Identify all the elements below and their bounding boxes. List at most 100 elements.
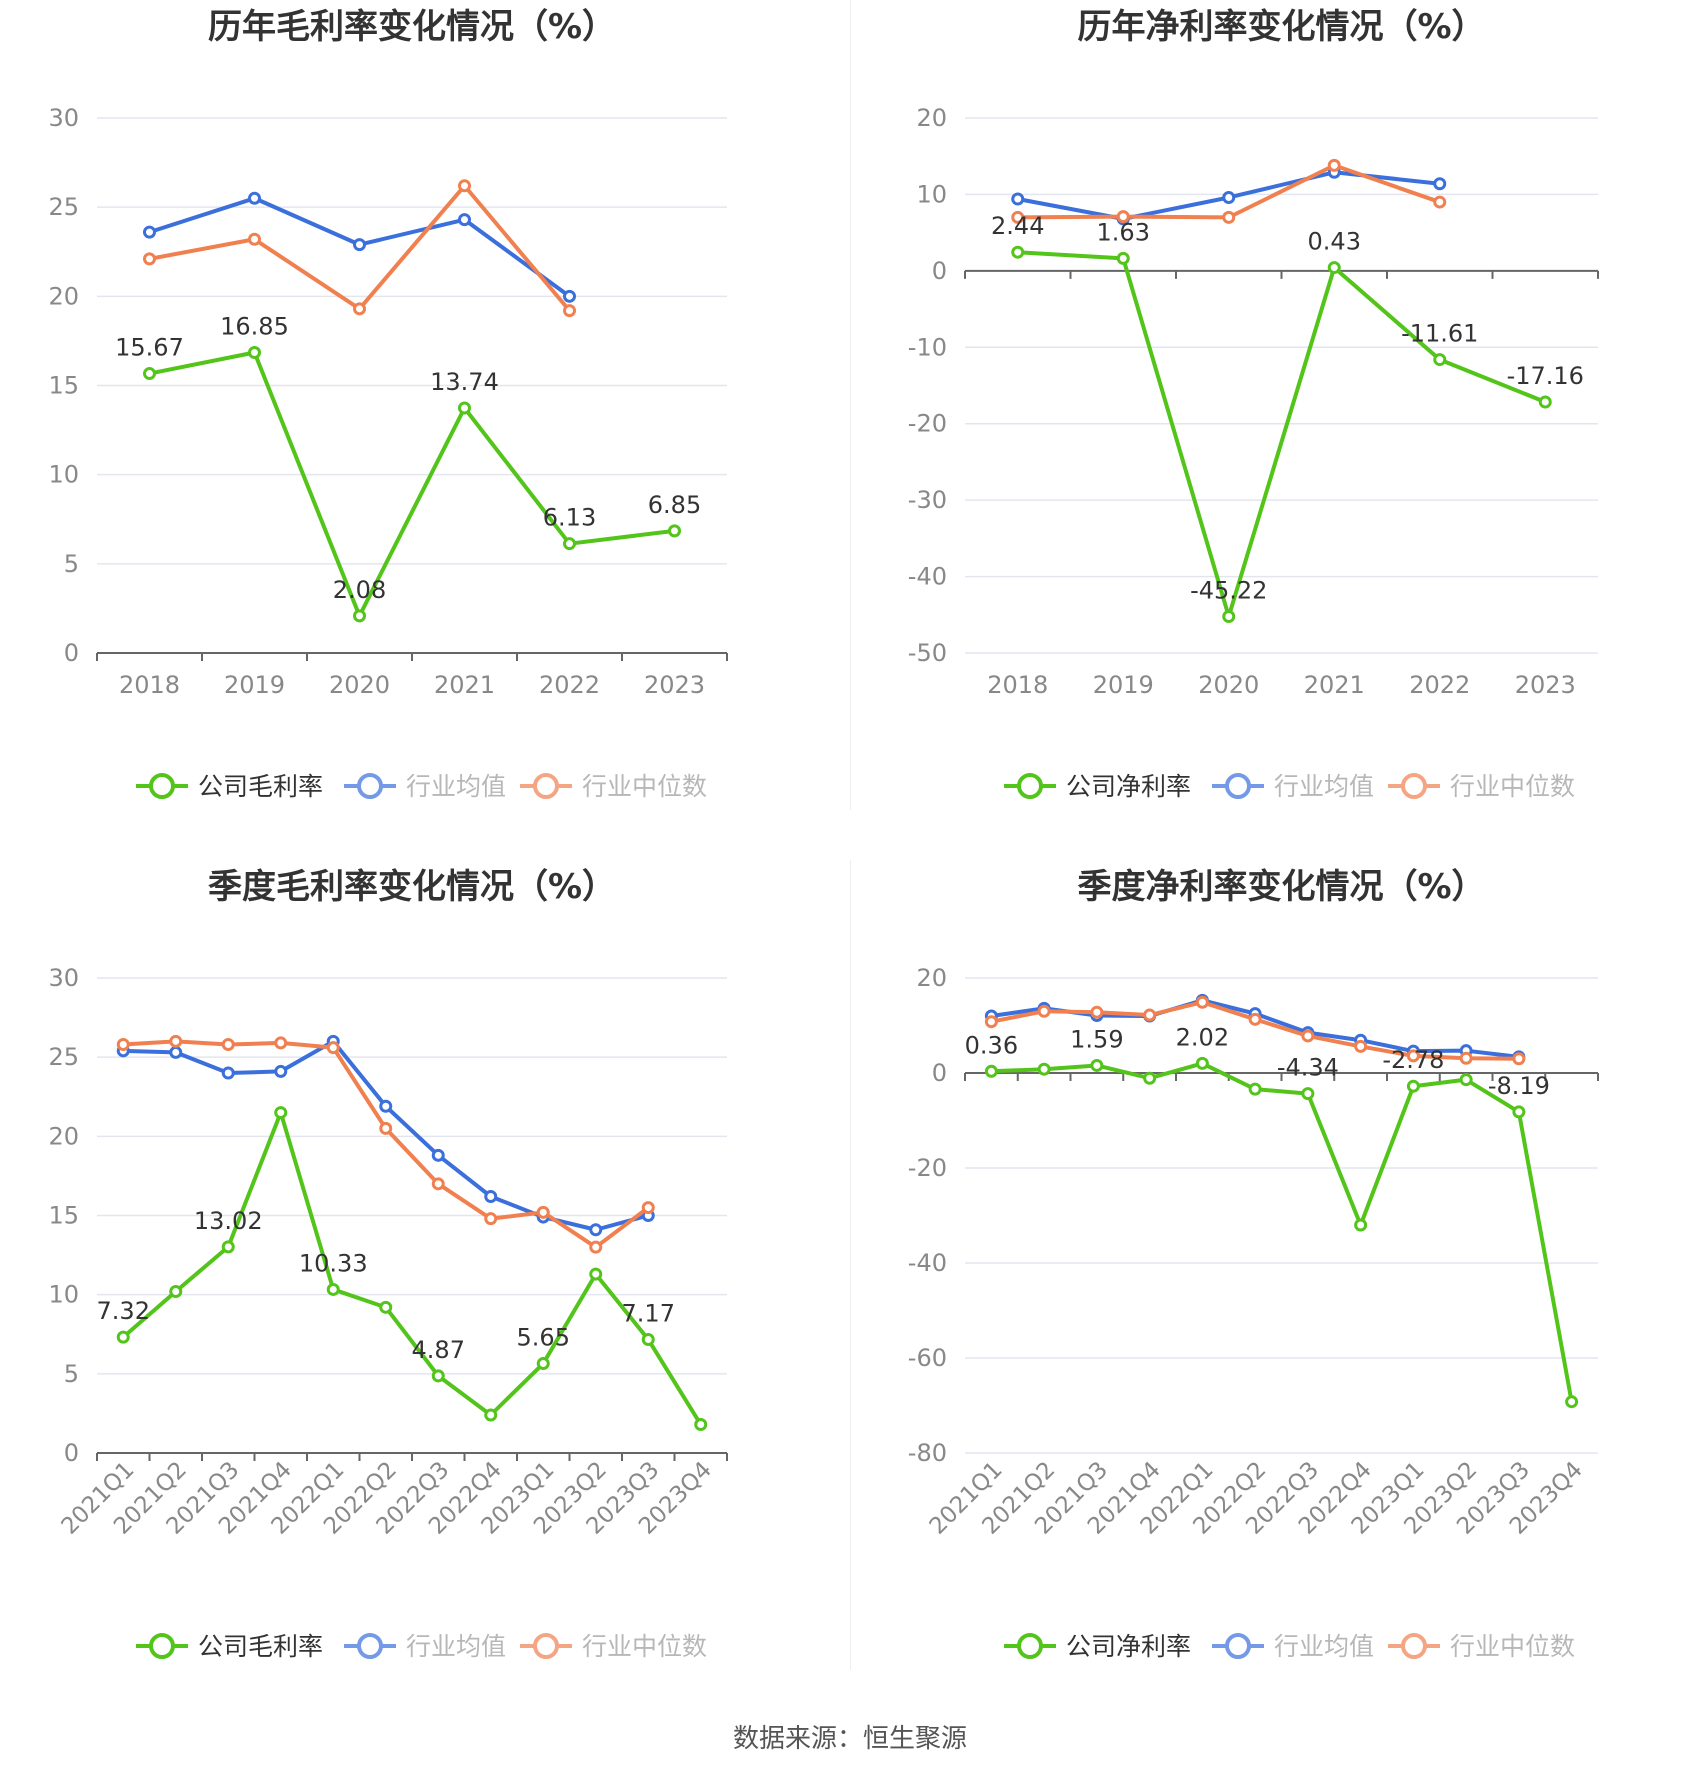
legend-item-median: 行业中位数 [1388, 772, 1575, 801]
data-point-median [1011, 210, 1025, 224]
data-point-company [1222, 609, 1236, 623]
x-tick-label: 2018 [119, 671, 180, 699]
data-point-median [353, 302, 366, 316]
y-tick-label: -80 [908, 1439, 947, 1467]
y-tick-label: 10 [48, 1281, 79, 1309]
x-tick-label: 2018 [987, 671, 1048, 699]
y-tick-label: 0 [64, 1439, 79, 1467]
y-tick-label: 5 [64, 550, 79, 578]
legend-label: 行业均值 [406, 772, 506, 801]
data-point-company [694, 1418, 708, 1431]
data-point-median [1090, 1005, 1104, 1019]
legend-marker [1017, 1633, 1043, 1659]
data-point-company [458, 401, 471, 415]
data-point-median [431, 1177, 445, 1191]
data-point-median [1327, 158, 1341, 172]
data-point-median [326, 1041, 340, 1055]
data-point-median [379, 1121, 393, 1135]
data-point-avg [589, 1223, 603, 1237]
legend-item-avg: 行业均值 [344, 1632, 506, 1661]
y-tick-label: 20 [48, 1122, 79, 1150]
y-tick-label: -50 [908, 639, 947, 667]
data-point-avg [353, 238, 366, 252]
data-label: 7.32 [97, 1297, 150, 1325]
data-point-company [1565, 1395, 1579, 1409]
legend-item-median: 行业中位数 [520, 772, 707, 801]
data-point-median [1433, 195, 1447, 209]
data-point-median [1248, 1012, 1262, 1026]
legend-label: 行业中位数 [582, 1632, 707, 1661]
vertical-divider-bottom [850, 860, 851, 1670]
legend-marker [1225, 773, 1251, 799]
chart-panel-1: 历年毛利率变化情况（%） 0 5 10 15 20 25 30 2018 2019 2020 2021… [48, 7, 728, 801]
y-tick-label: 10 [48, 461, 79, 489]
data-point-median [1354, 1039, 1368, 1053]
legend-item-company: 公司毛利率 [136, 772, 323, 801]
data-point-company [1116, 251, 1130, 265]
data-point-median [458, 179, 471, 193]
x-tick-label: 2019 [1093, 671, 1154, 699]
data-label: -8.19 [1488, 1072, 1550, 1100]
data-point-company [668, 524, 681, 538]
data-point-company [1143, 1071, 1157, 1085]
y-tick-label: -10 [908, 333, 947, 361]
series-line-company [1017, 250, 1546, 619]
data-point-company [641, 1332, 655, 1346]
data-point-company [589, 1267, 603, 1281]
data-label: 16.85 [220, 313, 289, 341]
series-line-company [149, 350, 675, 618]
legend-item-median: 行业中位数 [1388, 1632, 1575, 1661]
data-point-median [641, 1201, 655, 1215]
data-label: 1.63 [1097, 218, 1150, 246]
y-tick-label: 10 [916, 180, 947, 208]
data-point-median [563, 304, 576, 318]
y-tick-label: 25 [48, 193, 79, 221]
data-point-median [221, 1038, 235, 1051]
data-point-avg [1011, 192, 1025, 206]
data-point-company [1090, 1058, 1104, 1072]
legend-marker [1401, 773, 1427, 799]
data-point-company [1327, 261, 1341, 275]
data-label: -2.78 [1382, 1046, 1444, 1074]
data-point-company [326, 1282, 340, 1296]
y-tick-label: -40 [908, 1249, 947, 1277]
y-tick-label: 30 [48, 104, 79, 132]
y-tick-label: 15 [48, 372, 79, 400]
data-point-avg [1433, 177, 1447, 191]
data-point-avg [169, 1045, 183, 1059]
data-point-median [589, 1240, 603, 1254]
data-label: -4.34 [1277, 1054, 1339, 1082]
legend-label: 行业中位数 [1450, 772, 1575, 801]
legend-marker [1401, 1633, 1427, 1659]
legend-item-avg: 行业均值 [1212, 772, 1374, 801]
data-point-company [1037, 1062, 1051, 1076]
data-point-company [536, 1357, 550, 1371]
data-point-median [1301, 1029, 1315, 1043]
data-point-company [169, 1285, 183, 1298]
data-label: 4.87 [412, 1336, 465, 1364]
chart-panel-2: 历年净利率变化情况（%） -50 -40 -30 -20 -10 0 10 20 2018 2019… [908, 7, 1599, 801]
vertical-divider-top [850, 0, 851, 810]
data-label: 13.02 [194, 1207, 263, 1235]
chart-title: 历年毛利率变化情况（%） [208, 7, 616, 47]
data-label: 6.13 [543, 504, 596, 532]
legend-marker [357, 1633, 383, 1659]
legend-item-median: 行业中位数 [520, 1632, 707, 1661]
data-point-company [248, 346, 261, 360]
data-point-avg [274, 1064, 288, 1078]
y-tick-label: -20 [908, 410, 947, 438]
legend-marker [1225, 1633, 1251, 1659]
data-point-median [484, 1212, 498, 1226]
data-label: 15.67 [115, 334, 184, 362]
legend-label: 公司毛利率 [198, 1632, 323, 1661]
data-point-median [984, 1015, 998, 1029]
legend-item-avg: 行业均值 [344, 772, 506, 801]
data-point-median [248, 232, 261, 246]
legend-label: 行业均值 [1274, 1632, 1374, 1661]
series-line-company [991, 1061, 1574, 1403]
data-point-median [1143, 1008, 1157, 1022]
x-tick-label: 2021 [434, 671, 495, 699]
data-label: 6.85 [648, 491, 701, 519]
x-tick-label: 2022 [539, 671, 600, 699]
